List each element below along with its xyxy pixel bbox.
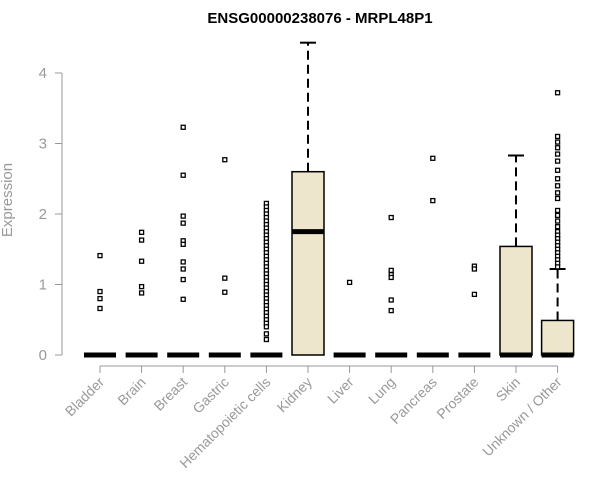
outlier-point [138,229,145,235]
outlier-point [471,266,478,272]
outlier-point [97,288,103,295]
outlier-point [554,145,561,151]
outlier-point [263,331,270,337]
outlier-point [554,176,561,182]
x-tick-label: Skin [493,374,524,405]
outlier-point [180,276,186,283]
box-body [540,319,575,356]
x-tick-label: Breast [150,374,190,414]
y-tick-label: 3 [39,136,47,153]
outlier-point [138,237,145,243]
outlier-point [263,336,270,343]
outlier-point [346,279,353,286]
outlier-point [180,296,186,302]
outlier-point [554,224,561,230]
outlier-point [554,183,561,189]
outlier-point [554,158,561,164]
outlier-point [388,297,394,303]
y-tick-label: 2 [39,206,47,223]
outlier-point [138,283,145,290]
outlier-point [554,133,561,140]
outlier-point [554,139,561,145]
outlier-point [388,274,394,281]
x-tick-label: Kidney [274,374,316,416]
y-tick-label: 4 [39,65,47,82]
x-tick-label: Lung [365,374,398,407]
outlier-point [554,167,561,173]
outlier-point [222,275,228,281]
x-tick-label: Bladder [62,374,108,420]
outlier-point [180,172,186,178]
y-axis-label: Expression [0,163,16,237]
outlier-point [138,258,145,264]
x-tick-label: Unknown / Other [479,374,565,460]
outlier-point [180,220,186,226]
chart-title: ENSG00000238076 - MRPL48P1 [207,10,432,27]
x-tick-label: Liver [324,374,357,407]
x-tick-label: Brain [114,374,148,408]
outlier-point [180,124,186,130]
outlier-point [388,214,394,221]
outlier-point [263,324,270,330]
outlier-point [97,252,103,259]
outlier-point [430,197,436,204]
y-tick-label: 0 [39,347,47,364]
outlier-point [554,195,561,202]
outlier-point [554,190,561,196]
outlier-point [180,213,186,219]
outlier-point [554,207,561,214]
box-body [499,245,533,356]
outlier-point [97,305,103,312]
outlier-point [388,267,394,274]
outlier-point [180,259,186,265]
outlier-point [554,218,561,224]
outlier-point [138,290,145,296]
y-tick-label: 1 [39,277,47,294]
outlier-point [180,266,186,272]
outlier-point [554,90,561,96]
outlier-point [97,295,103,302]
outlier-point [554,264,561,270]
outlier-point [222,157,228,163]
outlier-point [471,291,478,298]
box-body [291,170,325,356]
outlier-point [554,151,561,157]
outlier-point [222,289,228,295]
outlier-point [180,241,186,247]
x-tick-label: Prostate [433,374,481,422]
outlier-point [430,155,436,161]
outlier-point [388,307,394,314]
outlier-point [554,212,561,219]
